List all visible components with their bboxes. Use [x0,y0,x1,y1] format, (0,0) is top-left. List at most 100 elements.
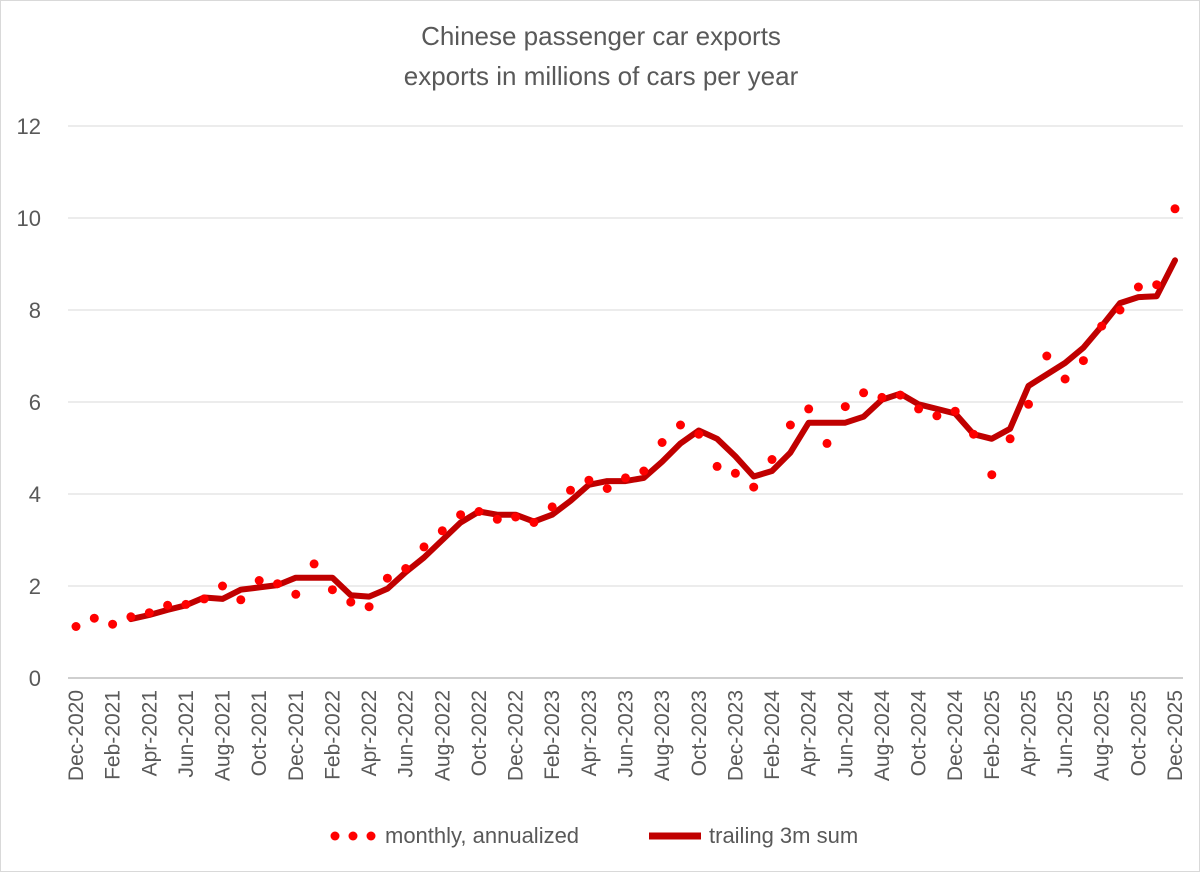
data-point-monthly [547,502,557,512]
data-point-monthly [492,514,502,524]
x-tick-label: Oct-2021 [248,690,271,776]
data-point-monthly [969,429,978,439]
data-point-monthly [1042,351,1052,361]
x-tick-label: Dec-2025 [1164,690,1187,781]
data-point-monthly [566,485,575,495]
x-tick-label: Feb-2021 [102,690,125,780]
data-point-monthly [859,388,869,398]
x-tick-label: Jun-2022 [395,690,418,778]
chart-title: Chinese passenger car exports [421,21,781,51]
x-tick-label: Jun-2021 [175,690,198,778]
legend-swatch-trailing [649,832,701,840]
x-tick-label: Feb-2024 [761,690,784,780]
x-tick-label: Oct-2024 [908,690,931,777]
legend-label-trailing: trailing 3m sum [709,823,859,848]
y-tick-label: 8 [29,298,41,323]
data-point-monthly [1078,356,1088,366]
data-point-monthly [657,438,667,447]
x-tick-label: Aug-2023 [651,690,674,781]
x-tick-label: Oct-2022 [468,690,491,776]
x-tick-label: Feb-2022 [321,690,344,780]
data-point-monthly [676,420,685,430]
y-tick-label: 0 [29,666,41,691]
data-point-monthly [602,484,612,493]
data-point-monthly [1133,282,1143,292]
x-tick-label: Aug-2025 [1091,690,1114,781]
data-point-monthly [71,622,81,631]
x-tick-label: Aug-2022 [431,690,454,781]
legend: monthly, annualized trailing 3m sum [1,823,1200,853]
data-point-monthly [694,429,704,439]
y-tick-label: 2 [29,574,41,599]
x-tick-label: Feb-2025 [981,690,1004,780]
legend-item-trailing[interactable]: trailing 3m sum [649,823,858,849]
legend-label-monthly: monthly, annualized [385,823,580,848]
data-point-monthly [511,512,521,522]
y-tick-label: 4 [29,482,41,507]
data-point-monthly [785,420,795,430]
y-tick-label: 6 [29,390,41,415]
x-tick-label: Dec-2021 [285,690,308,781]
x-tick-label: Jun-2025 [1054,690,1077,778]
data-point-monthly [364,602,374,612]
data-point-monthly [218,581,227,591]
y-tick-label: 10 [17,206,41,231]
data-point-monthly [584,475,594,485]
data-point-monthly [419,542,429,552]
data-point-monthly [1152,280,1162,290]
legend-swatch-monthly [330,831,376,841]
data-point-monthly [382,573,392,583]
series-line-trailing-3m-sum [127,257,1178,623]
data-point-monthly [877,392,887,402]
x-tick-label: Oct-2025 [1127,690,1150,776]
data-point-monthly [456,510,466,520]
x-tick-label: Dec-2020 [65,690,88,781]
x-tick-label: Apr-2022 [358,690,381,776]
data-point-monthly [474,507,484,516]
x-tick-label: Apr-2024 [798,690,821,777]
data-point-monthly [1005,434,1015,444]
data-point-monthly [932,411,942,421]
data-point-monthly [529,518,539,527]
data-point-monthly [89,613,99,623]
grid-layer [68,125,1183,679]
data-point-monthly [108,619,118,629]
data-point-monthly [254,576,264,585]
data-point-monthly [1115,305,1125,315]
x-tick-label: Jun-2024 [834,690,857,778]
data-point-monthly [987,470,997,480]
x-tick-label: Dec-2022 [505,690,528,781]
data-point-monthly [163,600,173,610]
x-tick-label: Oct-2023 [688,690,711,776]
data-point-monthly [914,404,924,414]
legend-item-monthly[interactable]: monthly, annualized [329,823,579,849]
x-tick-label: Apr-2025 [1017,690,1040,776]
x-tick-label: Aug-2024 [871,690,894,781]
data-point-monthly [181,599,191,609]
data-point-monthly [273,579,282,589]
x-tick-label: Dec-2023 [724,690,747,781]
chart-plot: 0 2 4 6 8 10 12 Dec-2020 Feb-2021 Apr-2021 Jun-20… [17,114,1187,781]
x-tick-label: Dec-2024 [944,690,967,781]
data-point-monthly [327,585,337,595]
data-point-monthly [730,468,740,478]
data-point-monthly [804,404,814,414]
data-point-monthly [291,589,301,599]
data-point-monthly [437,526,447,536]
data-point-monthly [309,559,319,569]
data-point-monthly [712,461,722,471]
data-point-monthly [236,595,246,605]
series-layer [71,204,1180,631]
x-tick-label: Jun-2023 [615,690,638,778]
x-axis-ticks: Dec-2020 Feb-2021 Apr-2021 Jun-2021 Aug-2021… [65,690,1187,781]
chart-subtitle: exports in millions of cars per year [403,61,799,91]
data-point-monthly [144,608,154,618]
data-point-monthly [199,594,209,604]
data-point-monthly [639,466,649,476]
x-tick-label: Apr-2021 [138,690,161,776]
data-point-monthly [346,597,356,607]
data-point-monthly [1024,399,1033,409]
data-point-monthly [950,406,960,416]
y-tick-label: 12 [17,114,41,139]
